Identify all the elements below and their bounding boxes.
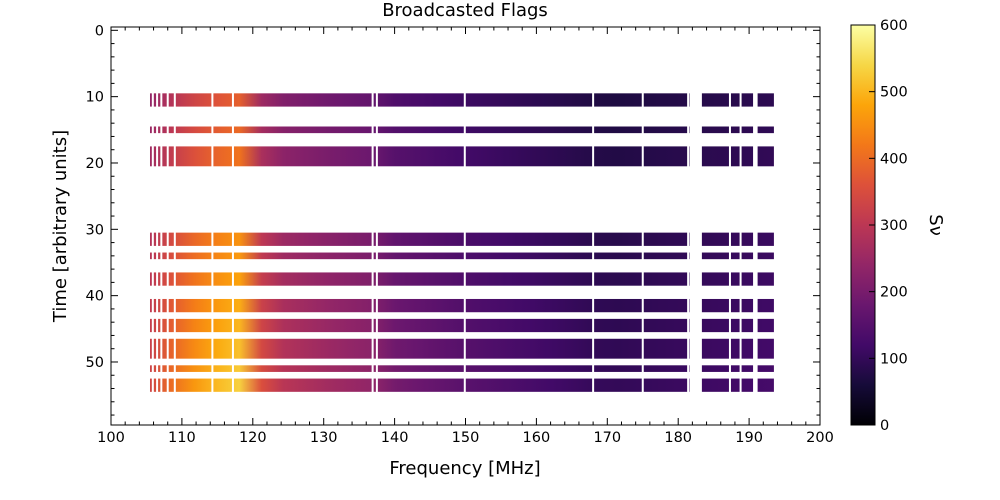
heatmap-row [149, 272, 774, 286]
colorbar-tick-label: 400 [880, 151, 908, 167]
colorbar-tick-label: 600 [880, 18, 908, 34]
flag-gap [689, 27, 701, 425]
y-axis-label: Time [arbitrary units] [50, 130, 71, 323]
colorbar-tick-label: 0 [880, 418, 889, 434]
x-axis: 100 110 120 130 140 150 160 170 180 190 200 [97, 27, 834, 446]
y-tick-label: 40 [86, 289, 104, 305]
x-tick-label: 200 [806, 430, 834, 446]
y-axis: 0 10 20 30 40 50 [86, 23, 820, 416]
heatmap-row [149, 365, 774, 372]
x-axis-label: Frequency [MHz] [389, 458, 540, 479]
heatmap-row [149, 338, 774, 359]
x-tick-label: 180 [664, 430, 692, 446]
heatmap-row [149, 126, 774, 134]
flag-lines [151, 27, 758, 425]
heatmap-row [149, 318, 774, 333]
heatmap-row [149, 93, 774, 107]
colorbar-tick-label: 500 [880, 85, 908, 101]
y-tick-label: 50 [86, 355, 104, 371]
colorbar-tick-label: 100 [880, 351, 908, 367]
x-tick-label: 100 [97, 430, 125, 446]
x-tick-label: 150 [452, 430, 480, 446]
colorbar-tick-label: 300 [880, 218, 908, 234]
colorbar-label: Sν [925, 214, 946, 235]
x-tick-label: 130 [310, 430, 338, 446]
x-tick-label: 190 [735, 430, 763, 446]
heatmap-row [149, 378, 774, 392]
heatmap-row [149, 146, 774, 167]
heatmap-row [149, 252, 774, 260]
x-tick-label: 160 [523, 430, 551, 446]
y-tick-label: 10 [86, 90, 104, 106]
x-tick-label: 120 [239, 430, 267, 446]
colorbar-tick-label: 200 [880, 285, 908, 301]
heatmap-row [149, 298, 774, 313]
chart-title: Broadcasted Flags [382, 0, 548, 21]
x-tick-label: 110 [168, 430, 196, 446]
colorbar-axis: 0 100 200 300 400 500 600 [869, 18, 908, 434]
x-tick-label: 140 [381, 430, 409, 446]
y-tick-label: 30 [86, 222, 104, 238]
heatmap-row [149, 232, 774, 246]
y-tick-label: 0 [95, 23, 104, 39]
x-tick-label: 170 [593, 430, 621, 446]
flag-gap [754, 27, 758, 425]
heatmap-area [149, 93, 774, 392]
y-tick-label: 20 [86, 156, 104, 172]
